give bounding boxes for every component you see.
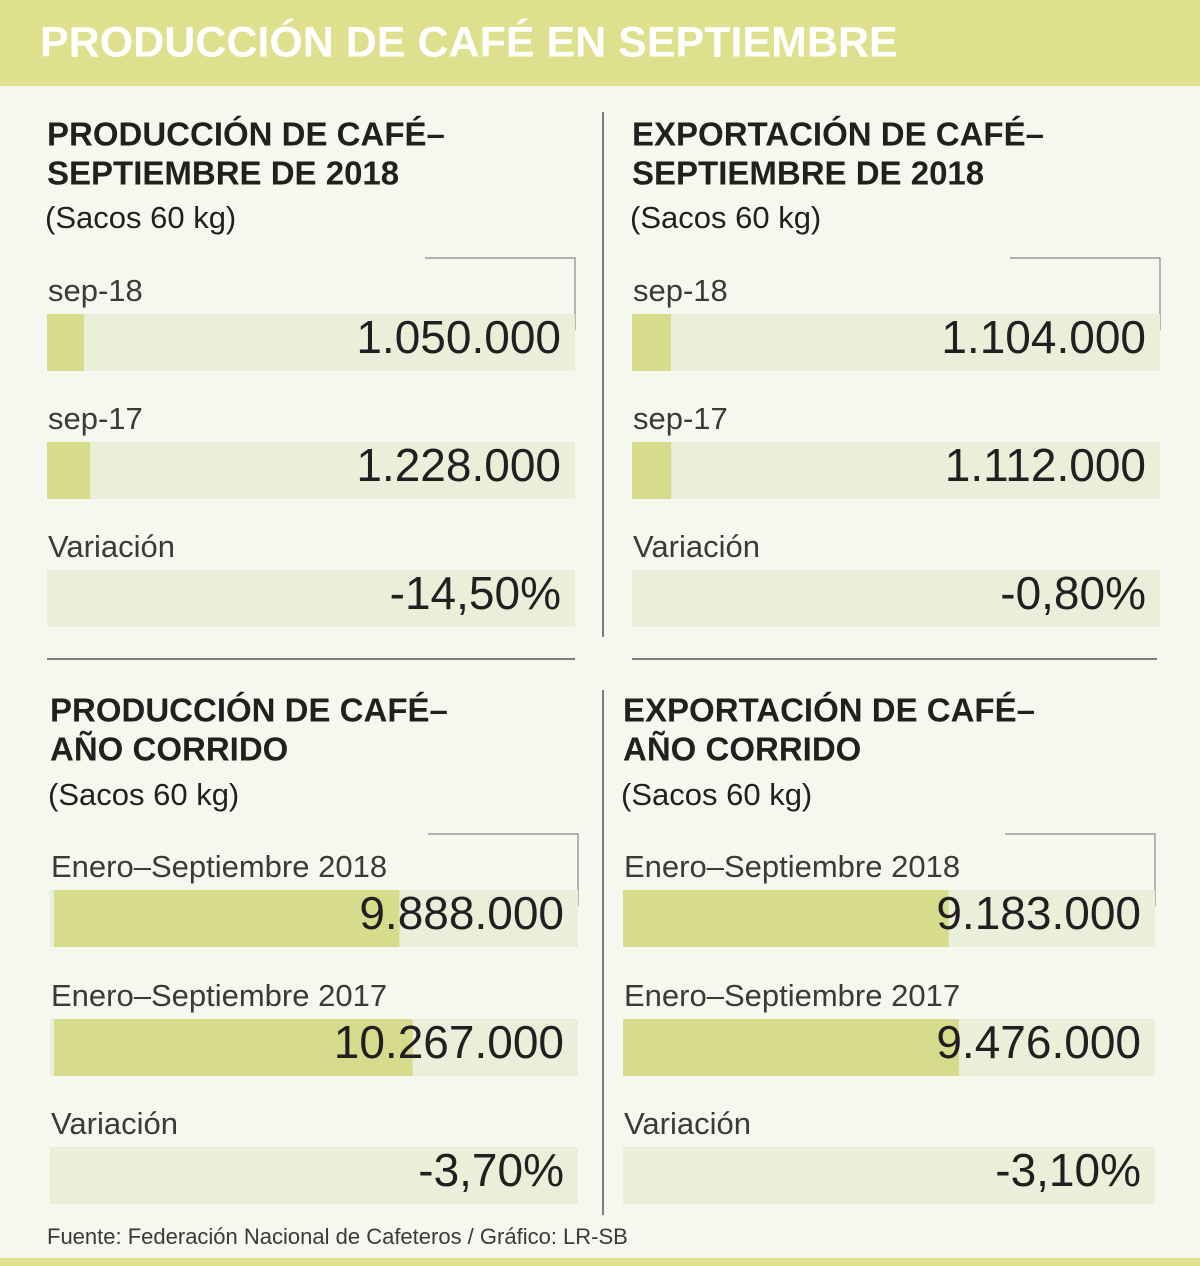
value-label: 1.050.000 xyxy=(356,311,561,363)
row-label: sep-18 xyxy=(48,273,143,308)
row-label: Variación xyxy=(624,1106,751,1141)
panel-subtitle: (Sacos 60 kg) xyxy=(630,200,821,235)
value-label: 1.112.000 xyxy=(945,439,1146,491)
row-label: sep-17 xyxy=(48,401,143,436)
frame xyxy=(425,257,576,330)
footer-band xyxy=(0,1258,1200,1266)
panel-title: AÑO CORRIDO xyxy=(623,731,861,768)
value-label: 10.267.000 xyxy=(334,1016,564,1068)
panel-title: AÑO CORRIDO xyxy=(50,731,288,768)
panel-title: PRODUCCIÓN DE CAFÉ– xyxy=(47,116,445,153)
variation-value: -3,70% xyxy=(418,1144,564,1196)
bar xyxy=(54,890,400,947)
bar-track xyxy=(632,314,1160,371)
panel-title: EXPORTACIÓN DE CAFÉ– xyxy=(623,692,1035,729)
variation-value: -0,80% xyxy=(1000,567,1146,619)
row-label: Enero–Septiembre 2018 xyxy=(51,849,387,884)
bar-track xyxy=(47,442,575,499)
panel-title: EXPORTACIÓN DE CAFÉ– xyxy=(632,116,1044,153)
bar xyxy=(623,890,949,947)
variation-value: -14,50% xyxy=(390,567,561,619)
bar xyxy=(632,314,671,371)
bar xyxy=(632,442,672,499)
value-label: 1.228.000 xyxy=(356,439,561,491)
row-label: Enero–Septiembre 2017 xyxy=(51,978,387,1013)
bar xyxy=(54,1019,413,1076)
row-label: Variación xyxy=(633,529,760,564)
frame xyxy=(428,833,579,906)
panel-title: SEPTIEMBRE DE 2018 xyxy=(47,155,399,192)
panel-subtitle: (Sacos 60 kg) xyxy=(621,777,812,812)
variation-value: -3,10% xyxy=(995,1144,1141,1196)
bar-track xyxy=(50,1147,578,1204)
row-label: sep-17 xyxy=(633,401,728,436)
source: Fuente: Federación Nacional de Cafeteros… xyxy=(47,1224,628,1249)
panel-subtitle: (Sacos 60 kg) xyxy=(45,200,236,235)
bar xyxy=(47,314,84,371)
panel-title: PRODUCCIÓN DE CAFÉ– xyxy=(50,692,448,729)
bar-track xyxy=(623,1147,1155,1204)
frame xyxy=(1005,833,1156,906)
value-label: 9.183.000 xyxy=(936,887,1141,939)
header-band xyxy=(0,0,1200,86)
bar-track xyxy=(632,570,1160,627)
value-label: 9.476.000 xyxy=(936,1016,1141,1068)
bar-track xyxy=(47,570,575,627)
row-label: Variación xyxy=(51,1106,178,1141)
bar-track xyxy=(632,442,1160,499)
bar-track xyxy=(47,314,575,371)
bar xyxy=(47,442,91,499)
row-label: Enero–Septiembre 2017 xyxy=(624,978,960,1013)
row-label: sep-18 xyxy=(633,273,728,308)
frame xyxy=(1010,257,1161,330)
panel-subtitle: (Sacos 60 kg) xyxy=(48,777,239,812)
value-label: 9.888.000 xyxy=(359,887,564,939)
header: PRODUCCIÓN DE CAFÉ EN SEPTIEMBRE xyxy=(40,17,898,66)
panel-title: SEPTIEMBRE DE 2018 xyxy=(632,155,984,192)
row-label: Enero–Septiembre 2018 xyxy=(624,849,960,884)
value-label: 1.104.000 xyxy=(941,311,1146,363)
row-label: Variación xyxy=(48,529,175,564)
bar xyxy=(623,1019,960,1076)
